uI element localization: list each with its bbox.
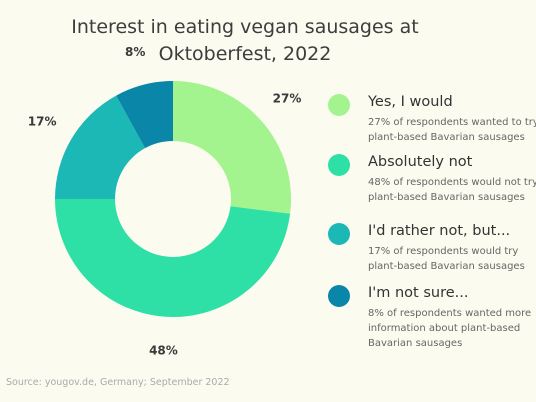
slice-label-1: 27% [273,91,302,105]
chart-title: Interest in eating vegan sausages at Okt… [40,14,450,68]
legend-description: 8% of respondents wanted more information… [368,308,532,349]
donut-slice-2 [55,199,291,318]
legend-title: I'd rather not, but... [368,223,511,239]
legend-title: I'm not sure... [368,285,469,301]
chart-title-line-2: Oktoberfest, 2022 [158,43,332,65]
slice-label-3: 17% [28,115,57,129]
legend-swatch [328,94,350,116]
slice-label-4: 8% [125,45,145,59]
legend-swatch [328,285,350,307]
donut-slice-1 [173,81,292,214]
chart-title-line-1: Interest in eating vegan sausages at [71,16,419,38]
legend-swatch [328,154,350,176]
legend-description: 17% of respondents would try plant-based … [368,246,525,272]
donut-slice-4 [116,81,173,149]
legend-swatch [328,223,350,245]
legend-title: Yes, I would [368,94,453,110]
legend-description: 27% of respondents wanted to try plant-ba… [368,117,536,143]
source-note: Source: yougov.de, Germany; September 20… [6,377,230,388]
donut-slice-3 [55,95,146,199]
legend-description: 48% of respondents would not try plant-ba… [368,177,536,203]
legend-title: Absolutely not [368,154,473,170]
slice-label-2: 48% [149,344,178,358]
